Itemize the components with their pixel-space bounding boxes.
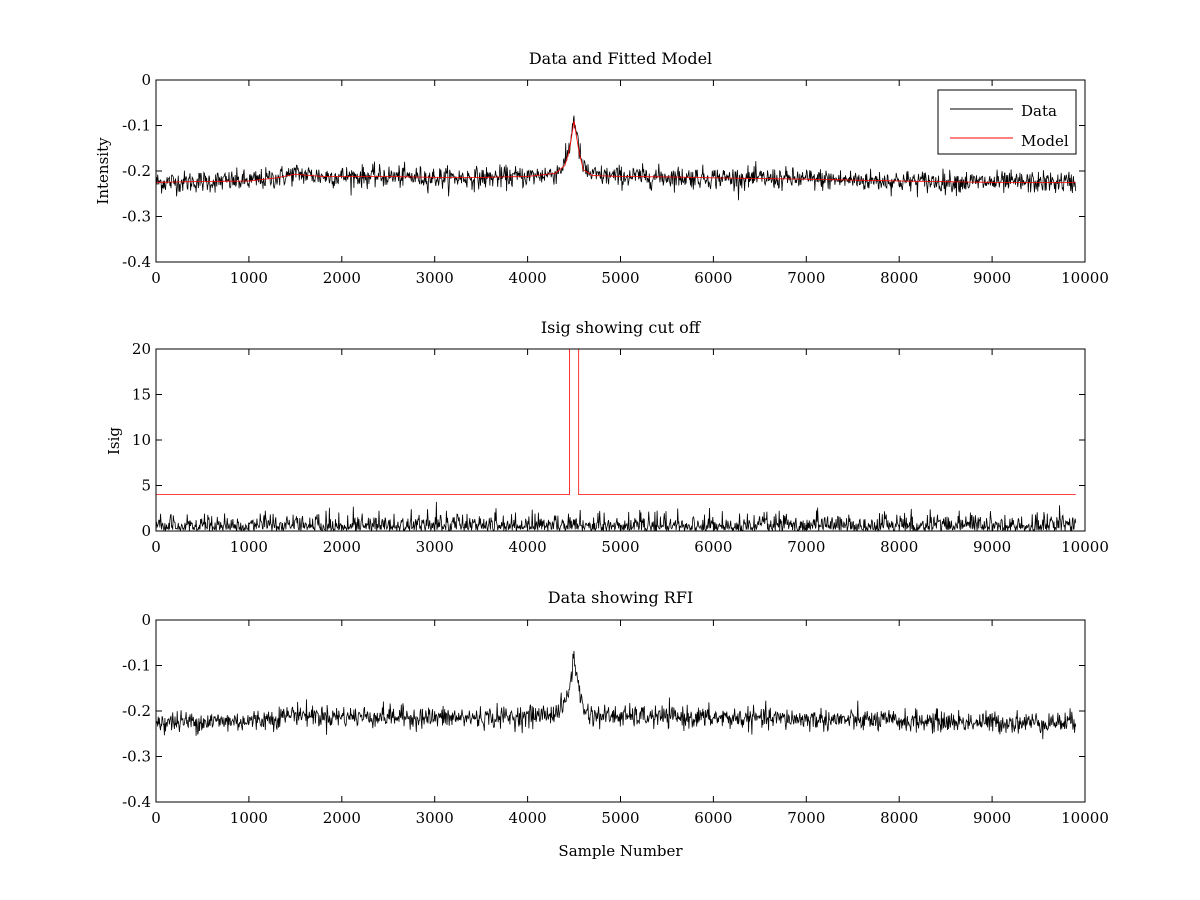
- x-tick-label: 9000: [973, 809, 1011, 827]
- x-tick-label: 1000: [230, 538, 268, 556]
- x-tick-label: 4000: [509, 809, 547, 827]
- panel-title: Isig showing cut off: [541, 318, 702, 337]
- x-tick-label: 2000: [323, 538, 361, 556]
- x-tick-label: 8000: [880, 809, 918, 827]
- x-tick-label: 6000: [694, 809, 732, 827]
- y-tick-label: -0.4: [122, 793, 151, 811]
- panel-isig-showing-cut-off: Isig showing cut off Isig 0 1000 2000 3000 4…: [105, 318, 1109, 556]
- x-tick-label: 7000: [787, 538, 825, 556]
- x-tick-label: 0: [151, 809, 161, 827]
- legend: Data Model: [937, 89, 1077, 155]
- y-tick-label: 0: [141, 522, 151, 540]
- x-tick-label: 2000: [323, 809, 361, 827]
- series-line-model: [156, 120, 1076, 183]
- x-tick-label: 6000: [694, 538, 732, 556]
- y-tick-label: -0.4: [122, 253, 151, 271]
- series-line-data: [156, 115, 1077, 201]
- x-tick-label: 10000: [1061, 809, 1109, 827]
- axes-frame: [155, 348, 1086, 532]
- legend-label-data: Data: [1021, 102, 1057, 120]
- x-tick-label: 8000: [880, 269, 918, 287]
- x-tick-label: 9000: [973, 269, 1011, 287]
- y-tick-label: -0.1: [122, 657, 151, 675]
- series-line-series-0: [156, 650, 1077, 740]
- y-tick-label: -0.2: [122, 702, 151, 720]
- y-tick-label: -0.3: [122, 748, 151, 766]
- y-tick-label: -0.3: [122, 208, 151, 226]
- panel-title: Data and Fitted Model: [529, 49, 712, 68]
- x-tick-label: 5000: [601, 809, 639, 827]
- y-tick-label: 0: [141, 611, 151, 629]
- legend-box: [937, 89, 1077, 155]
- x-tick-label: 9000: [973, 538, 1011, 556]
- x-tick-label: 3000: [416, 809, 454, 827]
- x-tick-label: 5000: [601, 538, 639, 556]
- x-tick-label: 8000: [880, 538, 918, 556]
- y-axis-label: Intensity: [94, 137, 112, 205]
- x-tick-label: 4000: [509, 269, 547, 287]
- y-tick-label: 0: [141, 71, 151, 89]
- y-tick-label: -0.2: [122, 162, 151, 180]
- legend-label-model: Model: [1021, 132, 1069, 150]
- x-tick-label: 1000: [230, 809, 268, 827]
- x-tick-label: 7000: [787, 269, 825, 287]
- x-tick-label: 3000: [416, 269, 454, 287]
- y-tick-label: 15: [132, 386, 151, 404]
- x-tick-label: 1000: [230, 269, 268, 287]
- y-tick-label: -0.1: [122, 117, 151, 135]
- x-axis-label: Sample Number: [558, 842, 683, 860]
- x-tick-label: 0: [151, 538, 161, 556]
- x-tick-label: 7000: [787, 809, 825, 827]
- panel-data-showing-rfi: Data showing RFI Sample Number 0 1000 2000…: [122, 588, 1109, 860]
- x-tick-label: 3000: [416, 538, 454, 556]
- x-tick-label: 2000: [323, 269, 361, 287]
- panel-title: Data showing RFI: [548, 588, 693, 607]
- x-tick-label: 10000: [1061, 538, 1109, 556]
- axes-frame: [155, 619, 1086, 803]
- x-tick-label: 5000: [601, 269, 639, 287]
- x-tick-label: 0: [151, 269, 161, 287]
- x-tick-label: 4000: [509, 538, 547, 556]
- x-tick-label: 6000: [694, 269, 732, 287]
- x-tick-label: 10000: [1061, 269, 1109, 287]
- y-tick-label: 20: [132, 340, 151, 358]
- series-line-series-1: [156, 349, 1076, 495]
- y-axis-label: Isig: [105, 427, 123, 455]
- panel-data-and-fitted-model: Data and Fitted Model Intensity 0 1000 200…: [94, 49, 1109, 287]
- y-tick-label: 10: [132, 431, 151, 449]
- y-tick-label: 5: [141, 477, 151, 495]
- series-line-series-0: [156, 501, 1077, 531]
